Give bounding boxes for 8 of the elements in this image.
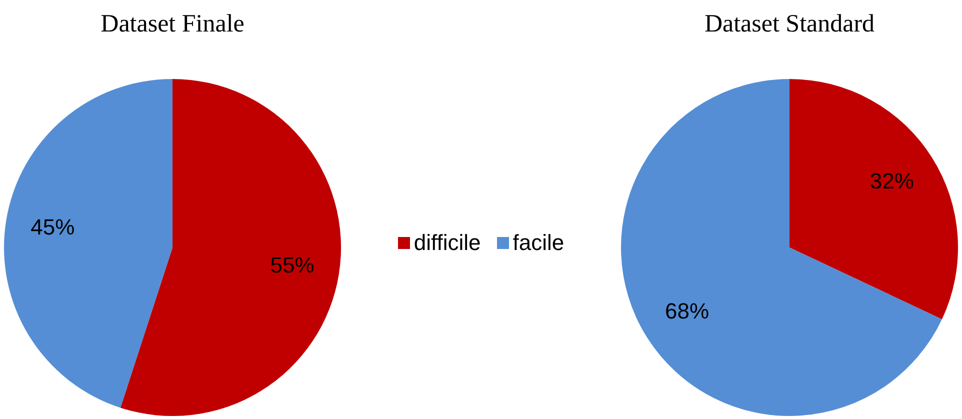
legend-label: facile bbox=[512, 230, 564, 256]
chart-title: Dataset Finale bbox=[100, 10, 244, 38]
data-label: 45% bbox=[30, 214, 75, 240]
legend-label: difficile bbox=[414, 230, 481, 256]
data-label: 55% bbox=[270, 252, 314, 278]
data-label: 32% bbox=[870, 168, 914, 194]
data-label: 68% bbox=[665, 298, 710, 324]
chart-title: Dataset Standard bbox=[704, 10, 876, 38]
